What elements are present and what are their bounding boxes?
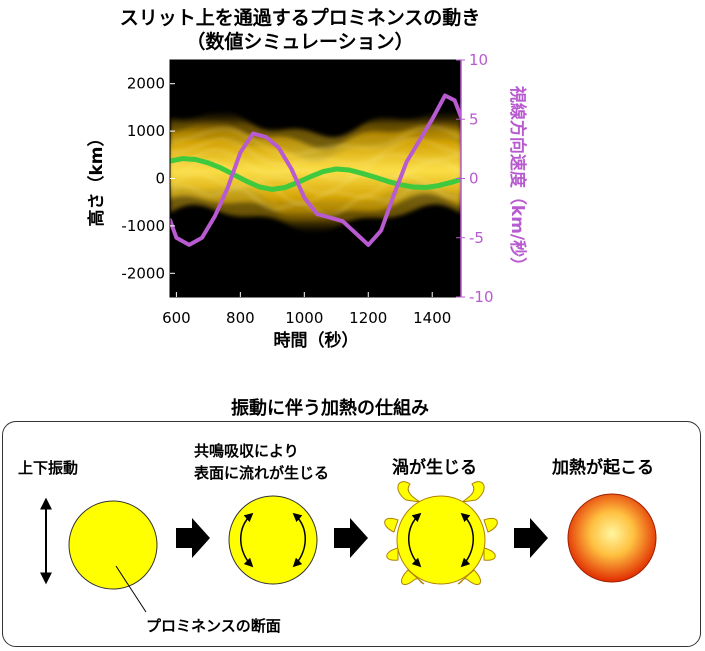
y-left-tick-label: -2000	[121, 264, 165, 282]
prominence-streak	[170, 171, 461, 205]
y-right-tick-label: 10	[469, 51, 488, 69]
surface-flow-label-line2: 表面に流れが生じる	[194, 464, 330, 482]
oscillation-label: 上下振動	[18, 459, 79, 477]
surface-flow-label-line1: 共鳴吸収により	[194, 442, 299, 460]
y-left-tick-label: -1000	[121, 217, 165, 235]
mechanism-title: 振動に伴う加熱の仕組み	[231, 398, 429, 419]
mechanism-panel	[2, 421, 701, 647]
y-right-tick-label: -5	[469, 229, 484, 247]
prominence-streak	[170, 125, 461, 157]
cross-section-label: プロミネンスの断面	[146, 617, 281, 635]
chart-title-line2: （数値シミュレーション）	[186, 31, 414, 53]
x-tick-label: 1000	[285, 309, 323, 327]
velocity-series-line	[170, 93, 461, 247]
prominence-streak	[170, 159, 461, 194]
x-tick-label: 1400	[413, 309, 451, 327]
vortex-label: 渦が生じる	[392, 458, 477, 478]
prominence-chart: 600 800 1000 1200 1400 2000 1000 0 -1000 -2000 10 5…	[86, 51, 528, 351]
y-left-tick-label: 0	[155, 170, 165, 188]
prominence-streak	[170, 138, 461, 166]
chart-title-line1: スリット上を通過するプロミネンスの動き	[119, 7, 481, 29]
x-tick-label: 800	[226, 309, 255, 327]
y-left-axis-label: 高さ（km）	[86, 129, 107, 226]
y-right-axis-label: 視線方向速度（km/秒）	[507, 85, 528, 274]
y-left-tick-label: 2000	[127, 75, 165, 93]
y-left-tick-label: 1000	[127, 122, 165, 140]
y-right-tick-label: 0	[469, 170, 479, 188]
x-tick-label: 1200	[349, 309, 387, 327]
height-series-line	[170, 156, 461, 192]
x-tick-label: 600	[162, 309, 191, 327]
y-right-tick-label: -10	[469, 288, 494, 306]
x-axis-label: 時間（秒）	[274, 330, 359, 351]
heating-label: 加熱が起こる	[552, 458, 654, 478]
y-right-tick-label: 5	[469, 110, 479, 128]
